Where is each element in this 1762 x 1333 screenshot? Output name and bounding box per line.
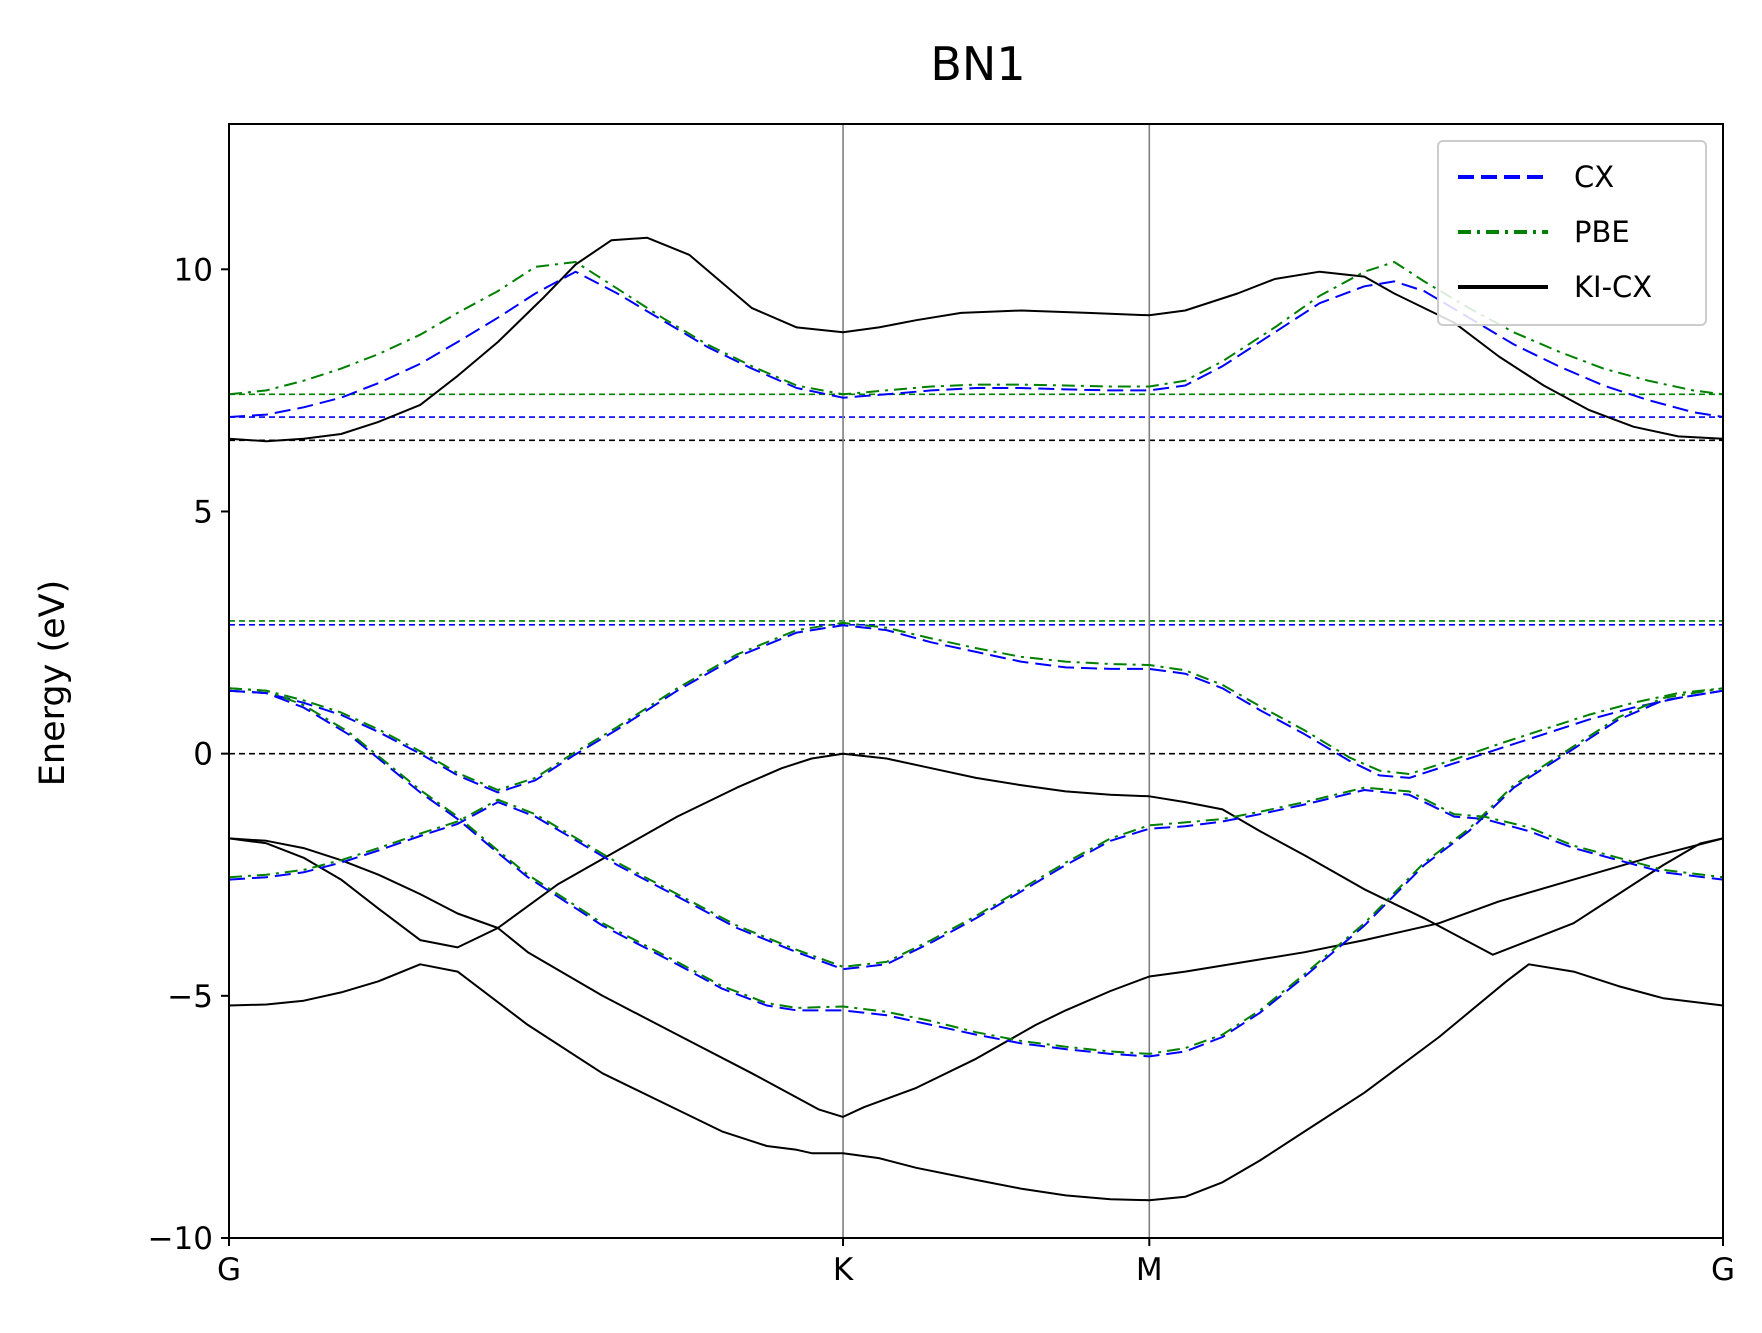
series-line-ki-cx-band-3 <box>228 752 1724 956</box>
kpoint-markers <box>842 124 1151 1238</box>
series-line-pbe-band-2 <box>228 621 1724 791</box>
series-line-cx-band-3 <box>228 789 1724 971</box>
y-axis-label: Energy (eV) <box>33 580 73 786</box>
series-line-cx-band-1 <box>228 689 1724 1058</box>
x-tick-label: M <box>1136 1252 1163 1288</box>
legend-label-pbe: PBE <box>1574 215 1630 249</box>
chart-title: BN1 <box>930 37 1025 91</box>
axes-frame <box>228 123 1724 1239</box>
series-line-cx-band-2 <box>228 624 1724 794</box>
y-tick-label: 0 <box>193 737 213 773</box>
series-line-ki-cx-band-2 <box>228 837 1724 1118</box>
series-line-ki-cx-band-4 <box>228 236 1724 443</box>
series-line-pbe-band-1 <box>228 687 1724 1055</box>
y-tick-label: −5 <box>167 979 213 1015</box>
legend: CX PBE KI-CX <box>1437 140 1707 326</box>
y-tick-label: 5 <box>193 494 213 530</box>
band-series <box>228 236 1724 1202</box>
x-tick-label: K <box>833 1252 854 1288</box>
reference-lines <box>229 393 1723 755</box>
legend-box <box>1437 140 1707 326</box>
y-tick-label: 10 <box>174 252 213 288</box>
x-tick-label: G <box>1711 1252 1735 1288</box>
axes: −10 −5 0 5 10 G K M G <box>148 123 1735 1288</box>
legend-label-cx: CX <box>1574 160 1614 194</box>
y-tick-label: −10 <box>148 1221 213 1257</box>
series-line-ki-cx-band-1 <box>228 963 1724 1202</box>
x-tick-label: G <box>217 1252 241 1288</box>
legend-label-ki-cx: KI-CX <box>1574 270 1652 304</box>
